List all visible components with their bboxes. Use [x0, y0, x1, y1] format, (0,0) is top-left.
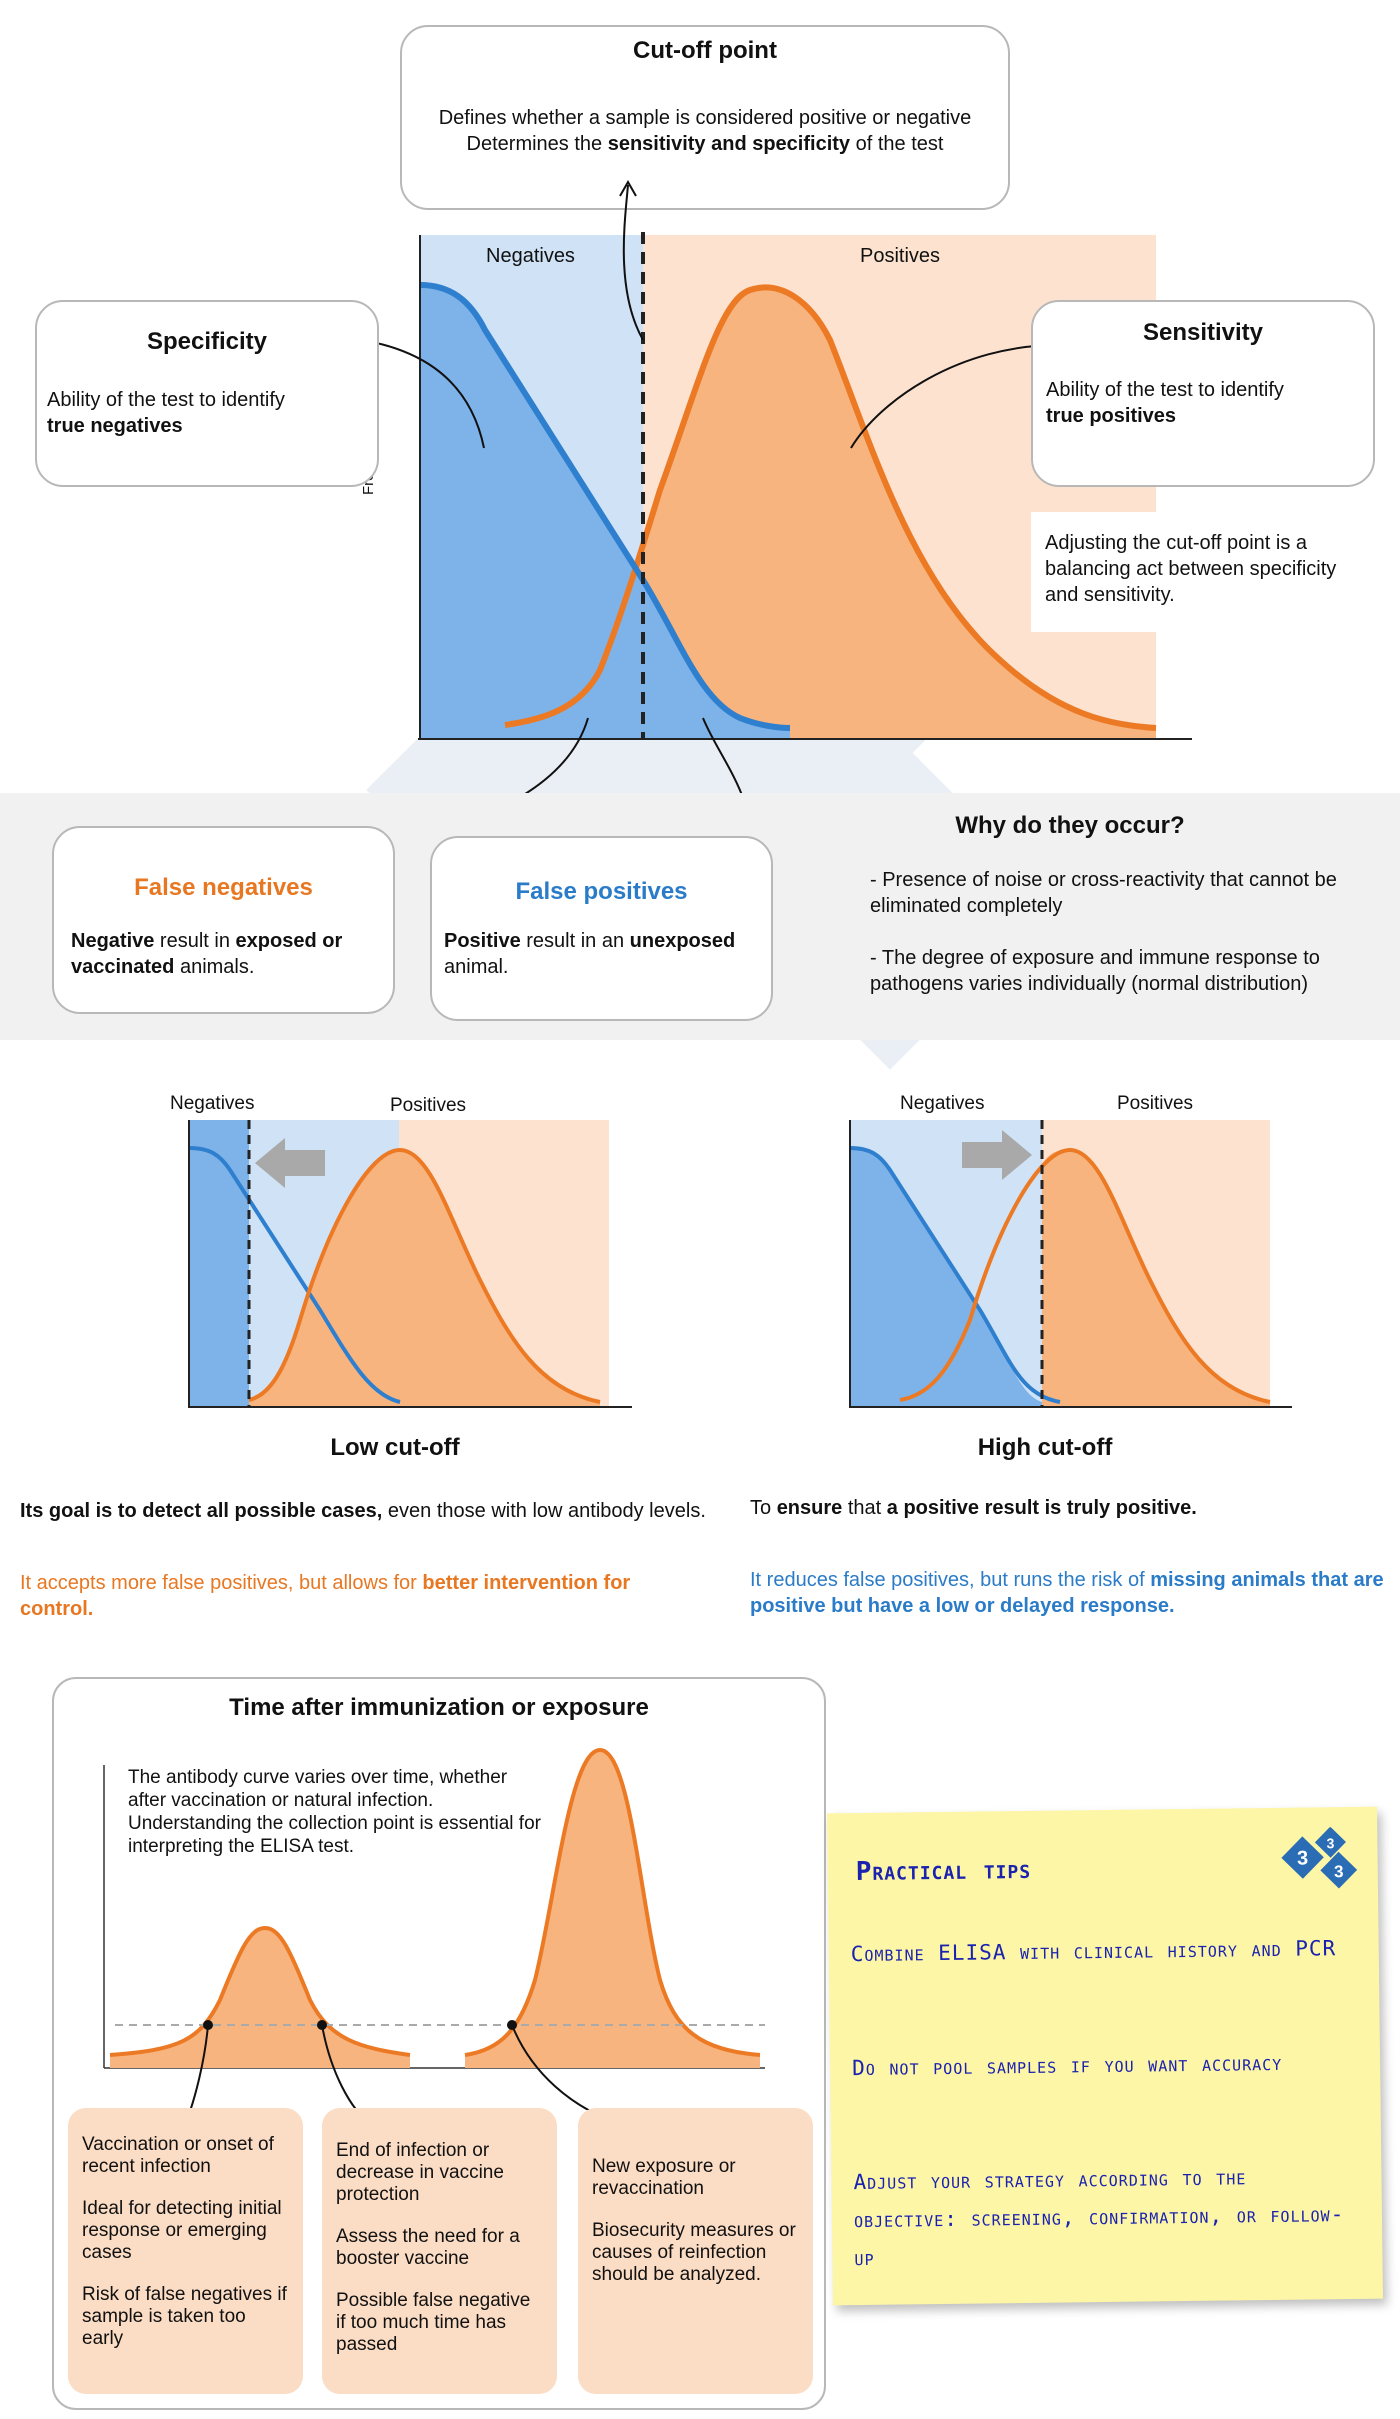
tip-1: Combine ELISA with clinical history and … [850, 1936, 1337, 1967]
low-positives-label: Positives [390, 1095, 467, 1116]
high-cutoff-title: High cut-off [977, 1434, 1113, 1461]
specificity-text: Ability of the test to identify true nega… [47, 389, 285, 437]
false-negatives-text: Negative result in exposed or vaccinated… [71, 930, 343, 978]
specificity-title: Specificity [146, 328, 268, 355]
time-intro: The antibody curve varies over time, whe… [128, 1767, 541, 1857]
tip-2: Do not pool samples if you want accuracy [851, 2050, 1283, 2081]
negative-curve-line [419, 282, 791, 731]
false-positives-title: False positives [515, 878, 688, 905]
false-positives-text: Positive result in an unexposed animal. [444, 930, 736, 978]
negative-curve-fill [420, 285, 790, 738]
arrow-sensitivity [850, 344, 1059, 449]
sensitivity-box: Sensitivity Ability of the test to ident… [1031, 300, 1375, 487]
brand-logo-icon: 3 3 3 [1281, 1826, 1358, 1889]
practical-tips-note: Practical tips 3 3 3 Combine ELISA with … [827, 1806, 1383, 2306]
high-negatives-label: Negatives [900, 1093, 985, 1114]
main-positives-label: Positives [860, 245, 941, 267]
cutoff-line2: Determines the sensitivity and specifici… [466, 133, 944, 155]
cutoff-line1: Defines whether a sample is considered p… [438, 107, 972, 129]
time-panel-title: Time after immunization or exposure [229, 1694, 649, 1721]
balance-note-box [1031, 512, 1365, 632]
balance-note: Adjusting the cut-off point is a balanci… [1045, 532, 1337, 606]
false-positives-box: False positives Positive result in an un… [430, 836, 773, 1021]
why-title: Why do they occur? [955, 812, 1185, 839]
low-cutoff-chart [188, 1120, 632, 1408]
specificity-box: Specificity Ability of the test to ident… [35, 300, 379, 487]
right-arrow-icon [962, 1130, 1032, 1180]
false-negatives-box: False negatives Negative result in expos… [52, 826, 395, 1014]
left-arrow-icon [255, 1138, 325, 1188]
time-curve-chart [103, 1747, 765, 2110]
low-cutoff-note: It accepts more false positives, but all… [20, 1572, 631, 1620]
tips-title: Practical tips [855, 1854, 1032, 1888]
why-point-2: - The degree of exposure and immune resp… [870, 947, 1320, 995]
false-negatives-title: False negatives [134, 874, 313, 901]
low-cutoff-title: Low cut-off [330, 1434, 460, 1461]
low-cutoff-goal: Its goal is to detect all possible cases… [20, 1500, 706, 1522]
high-cutoff-chart [849, 1120, 1292, 1408]
tip-3: Adjust your strategy according to the ob… [853, 2165, 1345, 2271]
svg-text:3: 3 [1334, 1862, 1344, 1881]
time-card-2: End of infection or decrease in vaccine … [322, 2108, 557, 2394]
why-point-1: - Presence of noise or cross-reactivity … [870, 869, 1337, 917]
svg-text:3: 3 [1297, 1848, 1308, 1870]
main-negatives-label: Negatives [486, 245, 575, 267]
sensitivity-title: Sensitivity [1142, 319, 1264, 346]
sensitivity-text: Ability of the test to identify true posi… [1046, 379, 1284, 427]
high-cutoff-goal: To ensure that a positive result is trul… [750, 1497, 1197, 1519]
high-positives-label: Positives [1117, 1093, 1194, 1114]
svg-text:3: 3 [1326, 1835, 1334, 1851]
high-cutoff-note: It reduces false positives, but runs the… [750, 1569, 1384, 1617]
cutoff-title: Cut-off point [633, 37, 777, 64]
low-negatives-label: Negatives [170, 1093, 255, 1114]
arrow-false-positives [702, 717, 745, 800]
cutoff-box: Cut-off point Defines whether a sample i… [400, 25, 1010, 210]
time-card-1: Vaccination or onset of recent infection… [68, 2108, 303, 2394]
arrow-cutoff [622, 184, 644, 341]
positive-curve-line [504, 284, 1157, 731]
time-card-3: New exposure or revaccination Biosecurit… [578, 2108, 813, 2394]
